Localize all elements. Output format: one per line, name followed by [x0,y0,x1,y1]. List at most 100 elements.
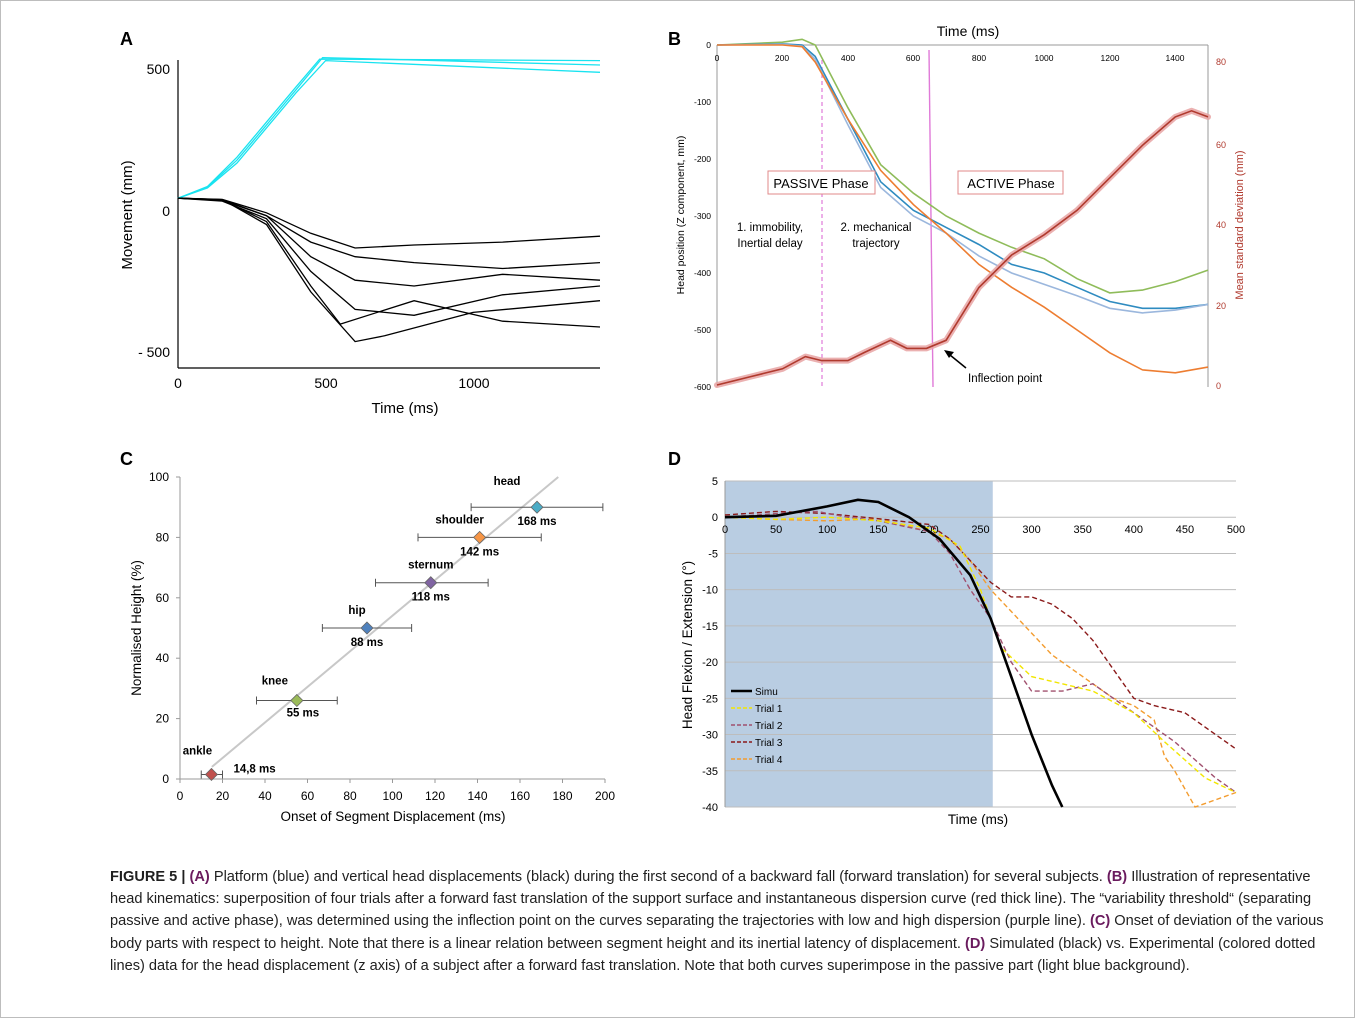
panel-c-xtick: 160 [510,789,530,803]
panel-b-xtick: 0 [715,53,720,63]
panel-letter-b: B [668,29,681,49]
panel-d-chart: 50-5-10-15-20-25-30-35-400 50 100 150 200 250… [680,476,1245,827]
panel-c-point-value: 14,8 ms [233,763,275,775]
panel-c-point-sternum [424,576,438,590]
caption-c-text: Onset of deviation of the various body p… [110,913,1324,952]
panel-c-point-label: knee [262,675,288,687]
panel-d-legend-label: Simu [755,687,778,698]
panel-b-ytick: -400 [694,268,711,278]
panel-d-xtick: 500 [1227,524,1245,536]
panel-b-phase1-line1: 1. immobility, [737,222,803,234]
panel-b-xtick: 600 [906,53,920,63]
caption-d-text: Simulated (black) vs. Experimental (colo… [110,935,1316,974]
panel-a-xtick-0: 0 [174,375,182,391]
panel-b-variability-threshold-line [928,49,934,388]
panel-b-ytick-right: 60 [1216,140,1226,150]
panel-b-ylabel-right: Mean standard deviation (mm) [1234,150,1246,299]
panel-c-xtick: 100 [382,789,402,803]
panel-c-point-shoulder [473,530,487,544]
panel-a-series-line [177,197,601,249]
panel-d-xtick: 0 [722,524,728,536]
panel-a-series-line [177,197,601,316]
panel-d-xtick: 100 [818,524,836,536]
panel-b-ytick-right: 80 [1216,57,1226,67]
panel-a-series-line [177,59,601,199]
panel-a-ylabel: Movement (mm) [119,160,136,269]
panel-c-point-ankle [204,767,219,782]
caption-d-label: (D) [965,935,986,952]
panel-c-ticks: 0 20 40 60 80 100 120 140 160 180 200 0 20 40 60 80 100 [149,470,615,803]
panel-d-ytick: -30 [702,730,718,742]
panel-d-legend-label: Trial 2 [755,721,783,732]
panel-b-trial-line [717,44,1209,374]
panel-c-point-value: 118 ms [412,592,450,604]
panel-c-point-value: 55 ms [287,707,320,719]
panel-b-xtick: 200 [775,53,789,63]
panel-c-point-label: shoulder [435,514,484,526]
panel-d-xtick: 300 [1022,524,1040,536]
panel-c-xtick: 140 [467,789,487,803]
panel-b-ytick-right: 0 [1216,381,1221,391]
panel-b-xtick: 400 [841,53,855,63]
panel-b-title-bg [930,24,1006,42]
panel-b-xtick: 1400 [1166,53,1185,63]
panel-a-series-line [177,197,601,287]
panel-a-series-line [177,56,601,199]
panel-b-ytick: 0 [706,40,711,50]
panel-a-ytick-0: 0 [162,203,170,219]
panel-c-ytick: 60 [156,591,170,605]
panel-a-ytick-500: 500 [147,61,171,77]
caption-a-label: (A) [189,869,210,885]
panel-c-points: ankle 14,8 ms knee 55 ms hip 88 ms sternum 118 … [183,476,604,782]
panel-a-series-line [177,58,601,199]
panel-d-ylabel: Head Flexion / Extension (°) [680,561,695,729]
panel-b-chart: Time (ms) Head position (Z component, mm… [675,23,1246,392]
panel-c-xtick: 60 [301,789,315,803]
panel-b-trial-line [716,43,1209,310]
panel-d-legend-label: Trial 1 [755,704,783,715]
caption-b-label: (B) [1106,869,1128,885]
panel-d-ytick: 5 [712,476,718,488]
panel-c-point-label: ankle [183,745,212,757]
panel-b-dispersion-curve [716,109,1209,386]
panel-d-series-trial-4 [724,516,1237,808]
caption-a-text: Platform (blue) and vertical head displa… [209,869,1107,885]
panel-letter-d: D [668,449,681,469]
panel-c-xtick: 20 [216,789,230,803]
panel-c-point-head [530,500,544,514]
panel-c-ytick: 20 [156,712,170,726]
panel-a-series-line [177,197,601,343]
panel-d-ytick: -35 [702,766,718,778]
panel-c-point-label: sternum [408,560,453,572]
panel-a-xlabel: Time (ms) [372,400,439,417]
panel-b-series [714,38,1211,388]
panel-b-phase2-line2: trajectory [852,238,900,250]
panel-b-ytick-right: 40 [1216,220,1226,230]
panel-b-ylabel-left: Head position (Z component, mm) [675,136,687,295]
panel-c-point-hip [360,621,374,635]
panel-letter-c: C [120,449,133,469]
panel-d-ytick: -40 [702,802,718,814]
panel-b-xtick: 1200 [1101,53,1120,63]
panel-b-trial-line [716,38,1209,294]
panel-a-series [177,56,601,343]
panel-b-active-box [957,170,1064,195]
panel-d-xlabel: Time (ms) [948,812,1008,827]
panel-b-passive-label: PASSIVE Phase [773,176,868,191]
panel-c-ytick: 0 [162,772,169,786]
panel-b-ytick-right: 20 [1216,301,1226,311]
panel-d-passive-shading [725,481,993,807]
panel-d-series-trial-1 [724,516,1237,794]
panel-c-xlabel: Onset of Segment Displacement (ms) [280,809,505,824]
panel-b-xtick: 1000 [1035,53,1054,63]
panel-d-legend-label: Trial 3 [755,738,783,749]
panel-c-xtick: 80 [343,789,357,803]
panel-b-yticks-right: 80 60 40 20 0 [1216,57,1226,391]
panel-b-yticks-left: 0 -100 -200 -300 -400 -500 -600 [694,40,711,392]
panel-d-xtick: 50 [770,524,782,536]
caption-b-text: Illustration of representative head kine… [110,869,1312,930]
panel-letter-a: A [120,29,133,49]
panel-b-active-label: ACTIVE Phase [967,176,1054,191]
panel-d-xtick: 450 [1176,524,1194,536]
